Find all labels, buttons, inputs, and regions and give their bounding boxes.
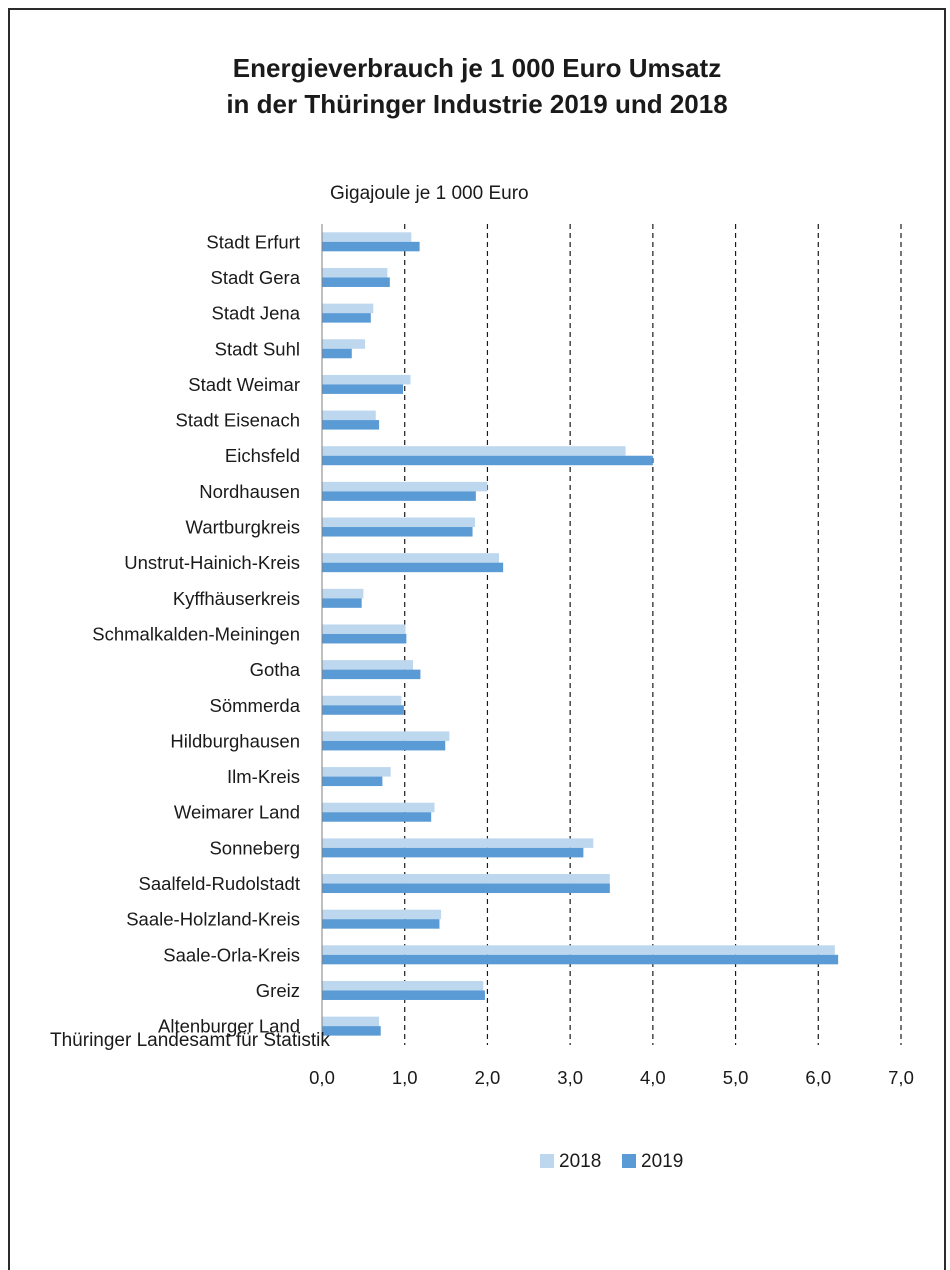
legend: 2018 2019 [540, 1151, 683, 1172]
bar-2018-12 [322, 660, 413, 670]
x-tick-label: 2,0 [475, 1067, 501, 1088]
bar-2019-12 [322, 669, 421, 680]
source-note: Thüringer Landesamt für Statistik [50, 1030, 330, 1051]
legend-label: 2019 [641, 1151, 683, 1172]
bar-2019-0 [322, 241, 420, 252]
category-label: Kyffhäuserkreis [173, 588, 300, 609]
category-label: Saale-Orla-Kreis [163, 944, 300, 965]
bar-2019-20 [322, 954, 839, 965]
x-tick-label: 1,0 [392, 1067, 418, 1088]
bar-2018-17 [322, 838, 594, 848]
category-label: Stadt Jena [212, 303, 301, 324]
category-label: Sonneberg [209, 837, 300, 858]
bar-2018-8 [322, 517, 476, 528]
chart-title: Energieverbrauch je 1 000 Euro Umsatz [232, 53, 722, 83]
bars [322, 232, 839, 1036]
bar-2018-21 [322, 980, 484, 991]
bar-2019-3 [322, 348, 352, 359]
bar-2018-0 [322, 232, 412, 242]
category-label: Stadt Weimar [188, 374, 300, 395]
x-tick-labels: 0,0 1,0 2,0 3,0 4,0 5,0 6,0 7,0 [309, 1067, 914, 1088]
bar-2018-6 [322, 446, 626, 456]
bar-2019-18 [322, 883, 610, 894]
bar-2019-5 [322, 420, 380, 430]
bar-2019-7 [322, 491, 476, 501]
bar-2018-22 [322, 1016, 380, 1027]
x-tick-label: 3,0 [557, 1067, 583, 1088]
bar-2019-13 [322, 705, 404, 715]
bar-2018-3 [322, 339, 366, 349]
bar-2018-11 [322, 624, 406, 634]
x-tick-label: 0,0 [309, 1067, 335, 1088]
bar-2019-4 [322, 384, 404, 394]
bar-2019-19 [322, 919, 440, 929]
bar-2018-4 [322, 374, 411, 385]
bar-2019-17 [322, 847, 584, 858]
bar-2018-15 [322, 767, 391, 777]
category-label: Nordhausen [199, 481, 300, 502]
category-label: Unstrut-Hainich-Kreis [124, 552, 300, 573]
bar-2019-16 [322, 812, 432, 822]
bar-2018-20 [322, 945, 835, 955]
bar-2018-9 [322, 553, 500, 563]
bar-2019-2 [322, 313, 371, 323]
x-tick-label: 4,0 [640, 1067, 666, 1088]
category-labels: Stadt Erfurt Stadt Gera Stadt Jena Stadt Su… [92, 231, 300, 1036]
bar-2019-10 [322, 598, 362, 608]
bar-2018-18 [322, 874, 610, 884]
unit-label: Gigajoule je 1 000 Euro [330, 183, 529, 204]
category-label: Gotha [250, 659, 301, 680]
category-label: Sömmerda [210, 695, 301, 716]
legend-swatch-2019 [622, 1154, 636, 1168]
bar-2018-13 [322, 695, 402, 706]
legend-swatch-2018 [540, 1154, 554, 1168]
grid-lines [404, 224, 902, 1045]
x-tick-label: 6,0 [805, 1067, 831, 1088]
category-label: Stadt Gera [211, 267, 301, 288]
bar-2019-6 [322, 455, 653, 466]
bar-2019-1 [322, 277, 390, 287]
legend-label: 2018 [559, 1151, 601, 1172]
bar-2019-15 [322, 776, 383, 787]
category-label: Stadt Suhl [215, 338, 300, 359]
category-label: Stadt Eisenach [176, 410, 300, 431]
bar-2018-10 [322, 588, 364, 599]
category-label: Weimarer Land [174, 802, 300, 823]
bar-2019-9 [322, 562, 504, 573]
bar-2018-5 [322, 410, 376, 421]
category-label: Greiz [256, 980, 300, 1001]
category-label: Eichsfeld [225, 445, 300, 466]
x-tick-label: 5,0 [723, 1067, 749, 1088]
category-label: Schmalkalden-Meiningen [92, 623, 300, 644]
category-label: Altenburger Land [158, 1016, 300, 1037]
x-tick-label: 7,0 [888, 1067, 914, 1088]
bar-2019-21 [322, 990, 485, 1000]
bar-2018-19 [322, 909, 442, 920]
bar-2018-16 [322, 802, 435, 813]
category-label: Hildburghausen [170, 730, 300, 751]
category-label: Stadt Erfurt [206, 231, 300, 252]
category-label: Saale-Holzland-Kreis [126, 909, 300, 930]
bar-2018-2 [322, 303, 374, 314]
chart-frame [8, 8, 946, 1270]
category-label: Ilm-Kreis [227, 766, 300, 787]
chart-subtitle: in der Thüringer Industrie 2019 und 2018 [226, 89, 728, 119]
bar-2019-14 [322, 740, 446, 751]
category-label: Wartburgkreis [186, 517, 300, 538]
bar-2019-8 [322, 527, 473, 537]
bar-2018-7 [322, 481, 488, 492]
bar-2019-22 [322, 1026, 381, 1036]
bar-2018-1 [322, 267, 388, 278]
category-label: Saalfeld-Rudolstadt [139, 873, 300, 894]
bar-2019-11 [322, 633, 407, 644]
bar-2018-14 [322, 731, 450, 741]
